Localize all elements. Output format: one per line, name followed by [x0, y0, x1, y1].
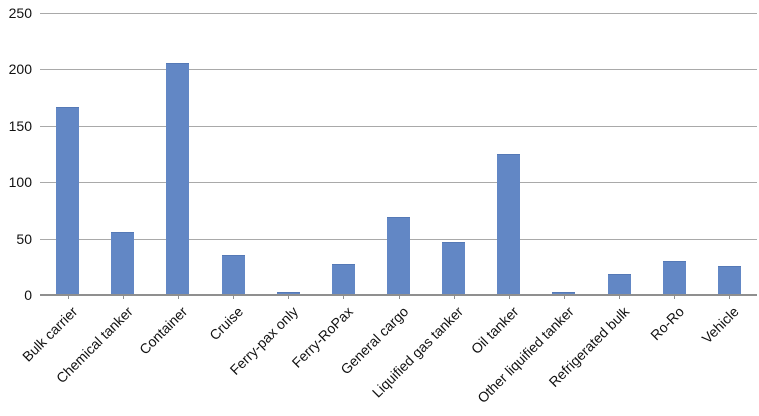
bar-cruise — [221, 255, 245, 294]
x-tick-label: Ro-Ro — [646, 303, 687, 344]
gridline-150 — [40, 125, 757, 127]
bar-refrigerated-bulk — [607, 274, 631, 294]
category-tick — [398, 296, 400, 299]
y-tick-label: 250 — [8, 5, 32, 21]
x-axis-line — [40, 294, 757, 296]
category-tick — [729, 296, 731, 299]
x-tick-label: Cruise — [205, 303, 246, 344]
y-tick-label: 0 — [24, 287, 32, 303]
gridline-250 — [40, 13, 757, 14]
category-tick — [177, 296, 179, 299]
bar-ro-ro — [662, 261, 686, 294]
bar-general-cargo — [387, 217, 410, 294]
category-tick — [67, 296, 69, 299]
x-tick-label: Vehicle — [698, 303, 743, 347]
x-tick-label: Bulk carrier — [18, 303, 81, 365]
category-tick — [288, 296, 290, 299]
x-tick-label: Container — [136, 303, 191, 358]
category-tick — [508, 296, 510, 299]
y-tick-label: 200 — [8, 61, 32, 78]
category-tick — [343, 296, 345, 299]
plot-area — [40, 13, 757, 296]
gridline-200 — [40, 69, 757, 71]
category-tick — [619, 296, 621, 299]
bar-ferry-pax-only — [276, 292, 300, 294]
bar-vehicle — [717, 266, 741, 294]
x-tick-label: Oil tanker — [467, 303, 522, 357]
bar-chemical-tanker — [111, 232, 135, 294]
bar-oil-tanker — [497, 154, 521, 294]
category-tick — [453, 296, 455, 299]
bar-other-liquified-tanker — [552, 292, 576, 294]
y-tick-label: 150 — [8, 117, 32, 134]
y-tick-label: 100 — [8, 174, 32, 191]
category-tick — [674, 296, 676, 299]
category-tick — [563, 296, 565, 299]
category-tick — [122, 296, 124, 299]
category-tick — [233, 296, 235, 299]
gridline-100 — [40, 182, 757, 184]
bar-container — [166, 63, 190, 294]
bar-bulk-carrier — [56, 107, 80, 294]
bar-ferry-ropax — [331, 264, 355, 294]
y-tick-label: 50 — [16, 230, 32, 247]
x-tick-label: Other liquified tanker — [473, 303, 577, 406]
bar-liquified-gas-tanker — [442, 242, 466, 294]
